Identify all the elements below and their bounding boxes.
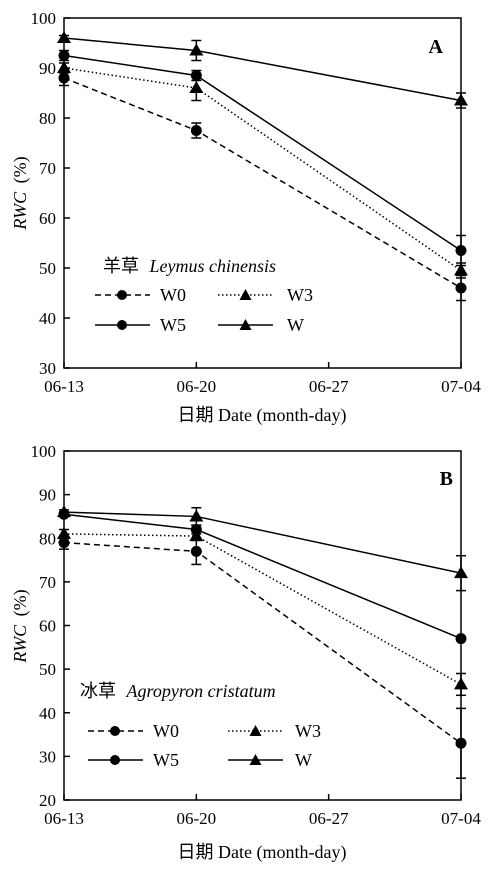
y-axis-label-rwc-a: RWC <box>10 191 30 231</box>
point-w0-a-2 <box>455 282 467 294</box>
y-tick-label-a-100: 100 <box>31 9 57 28</box>
y-tick-label-b-100: 100 <box>31 442 57 461</box>
species-title-a: 羊草 Leymus chinensis <box>103 256 276 276</box>
y-tick-label-a-80: 80 <box>39 109 56 128</box>
legend-label-w3-b: W3 <box>295 721 321 741</box>
series-line-w5-b <box>63 513 462 640</box>
panel-label-a: A <box>429 36 444 58</box>
marks-b <box>57 505 468 779</box>
ticks-b: 06-13 06-20 06-27 07-04 20 30 40 50 60 70 80 90 100 <box>31 442 482 828</box>
point-w-b-0 <box>57 505 71 518</box>
point-w0-a-0 <box>58 72 70 84</box>
legend-label-w5-b: W5 <box>153 750 179 770</box>
y-tick-label-b-50: 50 <box>39 660 56 679</box>
legend-item-w3-b: W3 <box>228 721 321 741</box>
species-cn-b: 冰草 <box>80 681 116 701</box>
y-tick-label-b-40: 40 <box>39 704 56 723</box>
y-tick-label-b-80: 80 <box>39 529 56 548</box>
y-tick-label-b-60: 60 <box>39 617 56 636</box>
species-latin-b: Agropyron cristatum <box>126 681 276 701</box>
point-w0-b-1 <box>190 545 202 557</box>
point-w-b-1 <box>189 509 204 522</box>
y-tick-label-b-20: 20 <box>39 791 56 810</box>
legend-label-w-a: W <box>287 315 304 335</box>
legend-item-w-a: W <box>218 315 304 335</box>
point-w5-b-2 <box>455 633 467 645</box>
legend-label-w0-a: W0 <box>160 285 186 305</box>
y-tick-label-b-30: 30 <box>39 747 56 766</box>
legend-b: W0 W3 W5 W <box>88 721 321 770</box>
species-cn-a: 羊草 <box>103 256 139 276</box>
plot-frame-a <box>63 17 462 369</box>
x-tick-label-b-06-27: 06-27 <box>309 809 349 828</box>
legend-item-w-b: W <box>228 750 312 770</box>
series-line-w5-a <box>63 54 462 252</box>
species-latin-a: Leymus chinensis <box>149 256 276 276</box>
legend-a: W0 W3 W5 W <box>95 285 313 335</box>
point-w3-b-0 <box>57 526 71 539</box>
y-axis-label-b: RWC (%) <box>10 589 31 663</box>
y-tick-label-b-90: 90 <box>39 486 56 505</box>
legend-item-w0-b: W0 <box>88 721 179 741</box>
y-tick-label-a-60: 60 <box>39 209 56 228</box>
y-axis-label-unit-a: (%) <box>10 156 31 183</box>
x-axis-label-a: 日期 Date (month-day) <box>178 405 347 426</box>
legend-item-w5-a: W5 <box>95 315 186 335</box>
legend-label-w5-a: W5 <box>160 315 186 335</box>
ticks-a: 06-13 06-20 06-27 07-04 30 40 50 60 70 80 90 100 <box>31 9 482 396</box>
point-w5-a-2 <box>455 245 467 256</box>
x-tick-label-a-06-27: 06-27 <box>309 377 349 396</box>
point-w0-a-1 <box>190 125 202 136</box>
point-w0-b-2 <box>455 737 467 749</box>
marks-a <box>57 31 468 302</box>
point-w3-b-2 <box>454 677 468 690</box>
point-w5-b-1 <box>190 524 202 536</box>
point-w-a-2 <box>454 93 468 106</box>
y-axis-label-rwc-b: RWC <box>10 624 30 664</box>
y-tick-label-a-70: 70 <box>39 159 56 178</box>
panel-b: 06-13 06-20 06-27 07-042030405060708090100 … <box>10 442 481 863</box>
y-axis-label-unit-b: (%) <box>10 589 31 616</box>
x-tick-label-b-06-20: 06-20 <box>176 809 216 828</box>
panel-label-b: B <box>440 468 453 490</box>
series-line-w0-b <box>63 541 462 744</box>
y-tick-label-a-90: 90 <box>39 59 56 78</box>
x-tick-label-b-07-04: 07-04 <box>441 809 481 828</box>
y-tick-label-a-30: 30 <box>39 359 56 378</box>
legend-item-w3-a: W3 <box>218 285 313 305</box>
point-w-a-0 <box>57 31 71 43</box>
y-axis-label-a: RWC (%) <box>10 156 31 230</box>
x-tick-label-b-06-13: 06-13 <box>44 809 84 828</box>
y-tick-label-b-70: 70 <box>39 573 56 592</box>
point-w-b-2 <box>454 566 468 579</box>
y-tick-label-a-50: 50 <box>39 259 56 278</box>
species-title-b: 冰草 Agropyron cristatum <box>80 681 276 701</box>
y-tick-label-a-40: 40 <box>39 309 56 328</box>
x-tick-label-a-06-13: 06-13 <box>44 377 84 396</box>
legend-label-w0-b: W0 <box>153 721 179 741</box>
legend-label-w-b: W <box>295 750 312 770</box>
point-w3-a-0 <box>57 61 71 73</box>
x-axis-label-b: 日期 Date (month-day) <box>178 842 347 863</box>
x-tick-label-a-06-20: 06-20 <box>176 377 216 396</box>
legend-label-w3-a: W3 <box>287 285 313 305</box>
point-w5-a-1 <box>190 70 202 81</box>
x-tick-label-a-07-04: 07-04 <box>441 377 481 396</box>
point-w-a-1 <box>189 43 204 56</box>
point-w3-a-2 <box>454 263 468 276</box>
legend-item-w0-a: W0 <box>95 285 186 305</box>
point-w0-b-0 <box>58 537 70 549</box>
series-line-w-a <box>63 37 462 102</box>
series-line-w3-a <box>63 67 462 272</box>
point-w5-a-0 <box>58 50 70 61</box>
point-w3-b-1 <box>189 529 204 542</box>
legend-item-w5-b: W5 <box>88 750 179 770</box>
point-w3-a-1 <box>189 81 204 93</box>
plot-frame-b <box>63 450 462 801</box>
